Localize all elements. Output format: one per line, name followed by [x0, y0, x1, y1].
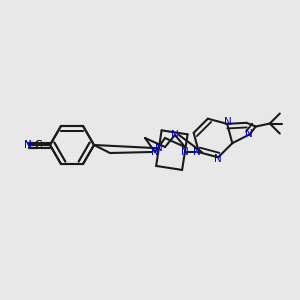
- Text: N: N: [151, 147, 159, 157]
- Text: N: N: [24, 140, 32, 150]
- Text: N: N: [181, 147, 189, 157]
- Text: C: C: [34, 140, 42, 150]
- Text: C: C: [34, 140, 42, 150]
- Text: N: N: [155, 143, 163, 153]
- Text: N: N: [24, 140, 32, 150]
- Text: N: N: [214, 154, 222, 164]
- Text: N: N: [245, 129, 253, 140]
- Text: N: N: [224, 117, 232, 127]
- Text: N: N: [193, 147, 201, 157]
- Text: N: N: [171, 130, 179, 140]
